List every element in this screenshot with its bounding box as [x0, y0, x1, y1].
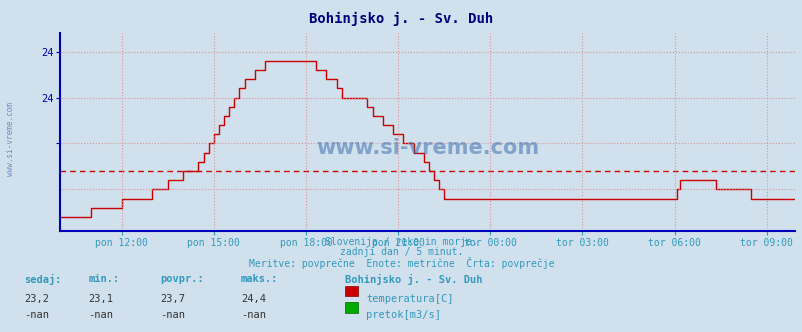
Text: Bohinjsko j. - Sv. Duh: Bohinjsko j. - Sv. Duh — [309, 12, 493, 26]
Text: maks.:: maks.: — [241, 274, 278, 284]
Text: povpr.:: povpr.: — [160, 274, 204, 284]
Text: www.si-vreme.com: www.si-vreme.com — [6, 103, 15, 176]
Text: Bohinjsko j. - Sv. Duh: Bohinjsko j. - Sv. Duh — [345, 274, 482, 285]
Text: -nan: -nan — [24, 310, 49, 320]
Text: www.si-vreme.com: www.si-vreme.com — [316, 138, 538, 158]
Text: Meritve: povprečne  Enote: metrične  Črta: povprečje: Meritve: povprečne Enote: metrične Črta:… — [249, 257, 553, 269]
Text: zadnji dan / 5 minut.: zadnji dan / 5 minut. — [339, 247, 463, 257]
Text: 23,7: 23,7 — [160, 294, 185, 304]
Text: 24,4: 24,4 — [241, 294, 265, 304]
Text: -nan: -nan — [88, 310, 113, 320]
Text: 23,2: 23,2 — [24, 294, 49, 304]
Text: Slovenija / reke in morje.: Slovenija / reke in morje. — [325, 237, 477, 247]
Text: -nan: -nan — [241, 310, 265, 320]
Text: temperatura[C]: temperatura[C] — [366, 294, 453, 304]
Text: -nan: -nan — [160, 310, 185, 320]
Text: 23,1: 23,1 — [88, 294, 113, 304]
Text: sedaj:: sedaj: — [24, 274, 62, 285]
Text: pretok[m3/s]: pretok[m3/s] — [366, 310, 440, 320]
Text: min.:: min.: — [88, 274, 119, 284]
